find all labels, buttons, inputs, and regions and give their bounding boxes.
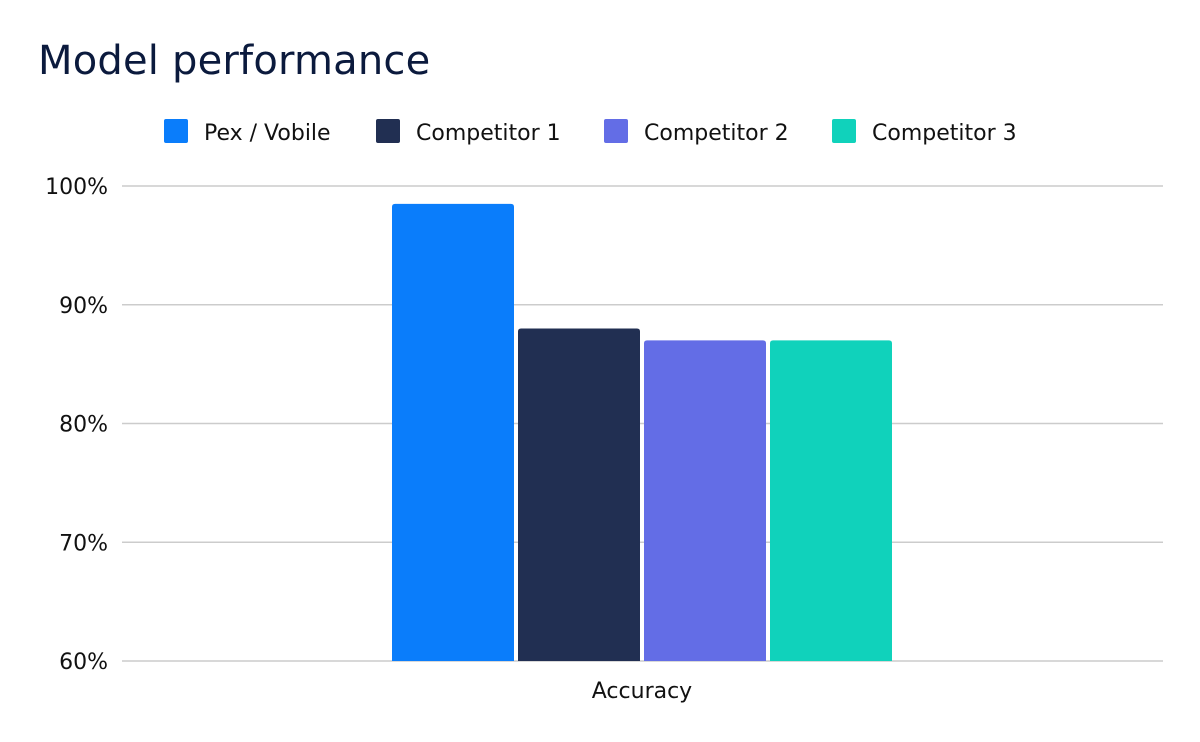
y-tick-label: 100% (45, 175, 108, 200)
bars (392, 203, 892, 661)
legend-swatch-4 (832, 119, 856, 143)
y-tick-label: 90% (59, 294, 108, 319)
x-axis-ticks: Accuracy (592, 679, 692, 704)
bar-2 (518, 328, 640, 661)
x-tick-label: Accuracy (592, 679, 692, 704)
legend-swatch-2 (376, 119, 400, 143)
chart-title: Model performance (38, 38, 431, 84)
y-gridlines (122, 185, 1163, 662)
bar-1 (392, 203, 514, 661)
legend: Pex / Vobile Competitor 1 Competitor 2 Comp… (164, 119, 1017, 146)
legend-label-2: Competitor 1 (416, 121, 561, 146)
y-axis-ticks: 60% 70% 80% 90% 100% (45, 175, 108, 675)
bar-3 (644, 340, 766, 661)
legend-swatch-3 (604, 119, 628, 143)
legend-label-3: Competitor 2 (644, 121, 789, 146)
legend-label-4: Competitor 3 (872, 121, 1017, 146)
y-tick-label: 80% (59, 413, 108, 438)
y-tick-label: 70% (59, 531, 108, 556)
legend-swatch-1 (164, 119, 188, 143)
bar-4 (770, 340, 892, 661)
y-tick-label: 60% (59, 650, 108, 675)
legend-label-1: Pex / Vobile (204, 121, 331, 146)
